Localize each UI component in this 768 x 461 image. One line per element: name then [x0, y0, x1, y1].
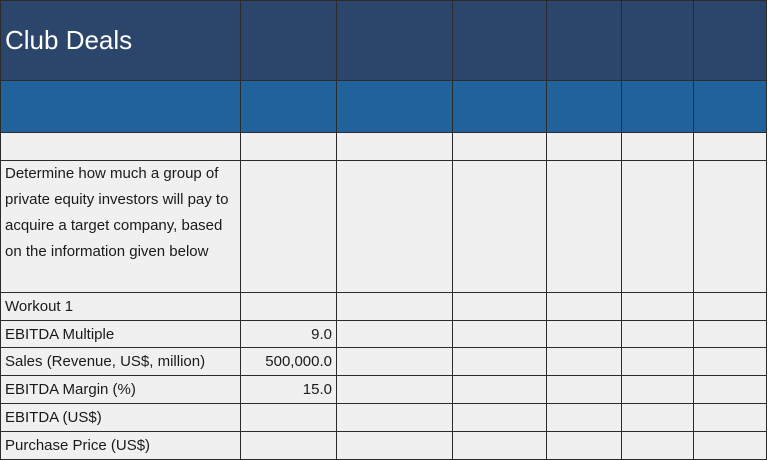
cell[interactable] — [621, 0, 694, 81]
cell[interactable] — [693, 320, 767, 348]
cell[interactable] — [693, 292, 767, 321]
description-row: Determine how much a group of private eq… — [0, 160, 767, 293]
workout-label[interactable]: Workout 1 — [0, 292, 241, 321]
cell[interactable] — [546, 347, 622, 376]
cell[interactable] — [0, 132, 241, 161]
cell[interactable] — [240, 0, 337, 81]
sales-value[interactable]: 500,000.0 — [240, 347, 337, 376]
row-label[interactable]: Purchase Price (US$) — [0, 431, 241, 460]
cell[interactable] — [240, 80, 337, 133]
title-cell[interactable]: Club Deals — [0, 0, 241, 81]
row-label[interactable]: EBITDA (US$) — [0, 403, 241, 432]
cell[interactable] — [693, 347, 767, 376]
cell[interactable] — [452, 292, 547, 321]
blank-row — [0, 132, 767, 161]
cell[interactable] — [452, 375, 547, 404]
cell[interactable] — [240, 132, 337, 161]
cell[interactable] — [452, 80, 547, 133]
cell[interactable] — [546, 0, 622, 81]
cell[interactable] — [693, 80, 767, 133]
ebitda-margin-row: EBITDA Margin (%) 15.0 — [0, 375, 767, 404]
cell[interactable] — [693, 403, 767, 432]
header-band-row — [0, 80, 767, 133]
cell[interactable] — [693, 160, 767, 293]
row-label[interactable]: Sales (Revenue, US$, million) — [0, 347, 241, 376]
cell[interactable] — [693, 132, 767, 161]
cell[interactable] — [621, 132, 694, 161]
cell[interactable] — [621, 403, 694, 432]
sales-row: Sales (Revenue, US$, million) 500,000.0 — [0, 347, 767, 376]
cell[interactable] — [546, 403, 622, 432]
ebitda-value[interactable] — [240, 403, 337, 432]
cell[interactable] — [546, 132, 622, 161]
cell[interactable] — [621, 160, 694, 293]
cell[interactable] — [452, 403, 547, 432]
cell[interactable] — [546, 431, 622, 460]
cell[interactable] — [452, 132, 547, 161]
purchase-price-value[interactable] — [240, 431, 337, 460]
purchase-price-row: Purchase Price (US$) — [0, 431, 767, 460]
cell[interactable] — [546, 160, 622, 293]
row-label[interactable]: EBITDA Margin (%) — [0, 375, 241, 404]
title-row: Club Deals — [0, 0, 767, 81]
cell[interactable] — [546, 375, 622, 404]
cell[interactable] — [621, 347, 694, 376]
cell[interactable] — [336, 320, 453, 348]
cell[interactable] — [621, 320, 694, 348]
cell[interactable] — [693, 0, 767, 81]
cell[interactable] — [546, 320, 622, 348]
cell[interactable] — [693, 375, 767, 404]
row-label[interactable]: EBITDA Multiple — [0, 320, 241, 348]
ebitda-multiple-row: EBITDA Multiple 9.0 — [0, 320, 767, 348]
sheet-title: Club Deals — [5, 25, 133, 55]
cell[interactable] — [621, 292, 694, 321]
cell[interactable] — [0, 80, 241, 133]
cell[interactable] — [336, 160, 453, 293]
cell[interactable] — [336, 132, 453, 161]
cell[interactable] — [336, 347, 453, 376]
ebitda-row: EBITDA (US$) — [0, 403, 767, 432]
cell[interactable] — [693, 431, 767, 460]
cell[interactable] — [336, 0, 453, 81]
cell[interactable] — [336, 431, 453, 460]
workout-row: Workout 1 — [0, 292, 767, 321]
ebitda-multiple-value[interactable]: 9.0 — [240, 320, 337, 348]
cell[interactable] — [336, 403, 453, 432]
cell[interactable] — [336, 292, 453, 321]
cell[interactable] — [546, 292, 622, 321]
cell[interactable] — [336, 80, 453, 133]
cell[interactable] — [452, 431, 547, 460]
cell[interactable] — [621, 431, 694, 460]
cell[interactable] — [452, 0, 547, 81]
cell[interactable] — [240, 160, 337, 293]
cell[interactable] — [452, 160, 547, 293]
cell[interactable] — [452, 347, 547, 376]
cell[interactable] — [452, 320, 547, 348]
cell[interactable] — [546, 80, 622, 133]
ebitda-margin-value[interactable]: 15.0 — [240, 375, 337, 404]
cell[interactable] — [621, 375, 694, 404]
cell[interactable] — [621, 80, 694, 133]
cell[interactable] — [240, 292, 337, 321]
cell[interactable] — [336, 375, 453, 404]
description-cell[interactable]: Determine how much a group of private eq… — [0, 160, 241, 293]
